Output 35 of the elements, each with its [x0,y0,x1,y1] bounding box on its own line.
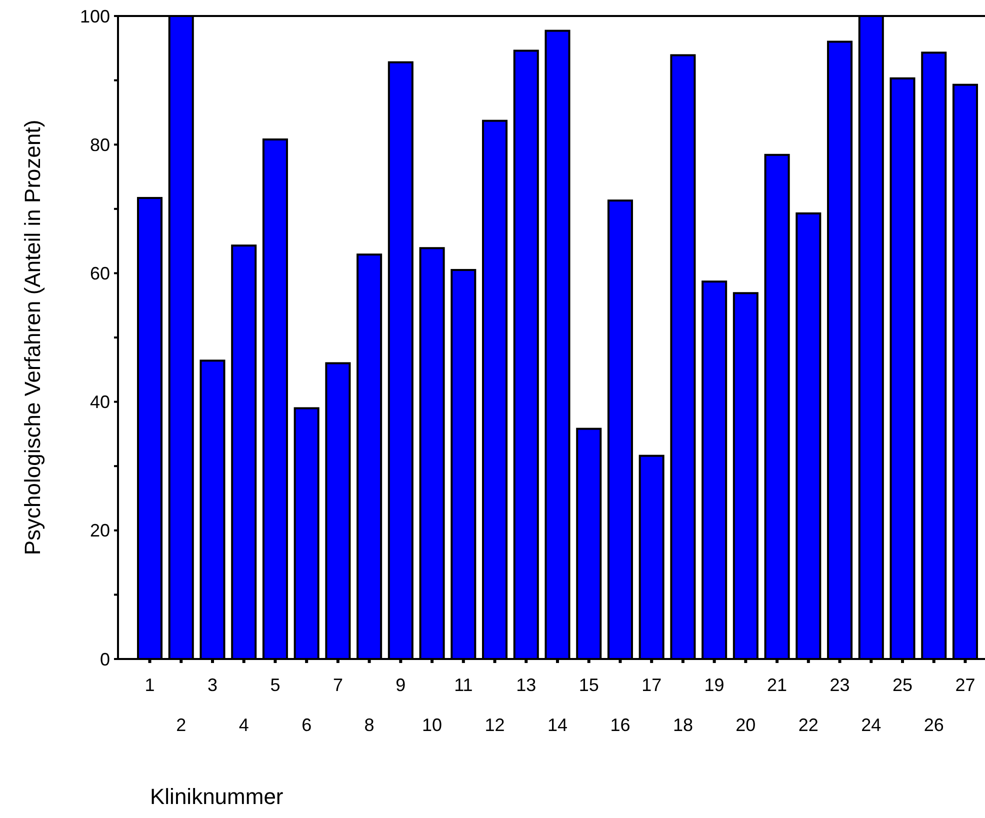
x-tick-label: 3 [207,675,218,695]
x-tick-label: 25 [892,675,913,695]
y-tick-label: 40 [90,392,110,412]
x-tick-label: 10 [422,715,442,735]
y-tick-label: 100 [80,6,110,26]
y-tick-label: 60 [90,264,110,284]
x-tick-label: 1 [144,675,155,695]
x-tick-label: 15 [578,675,599,695]
x-tick-label: 14 [547,715,568,735]
x-tick-label: 6 [302,715,312,735]
x-tick-label: 12 [484,715,505,735]
y-tick-label: 0 [100,649,110,670]
x-tick-label: 2 [176,715,186,735]
x-tick-label: 19 [704,675,724,695]
y-axis-title: Psychologische Verfahren (Anteil in Prozent) [20,120,45,556]
x-axis-title: Kliniknummer [150,784,284,809]
x-tick-label: 20 [736,715,756,735]
x-tick-label: 21 [767,675,788,695]
x-tick-label: 23 [830,675,850,695]
x-tick-label: 27 [955,675,976,695]
x-tick-label: 18 [672,715,693,735]
x-tick-label: 9 [396,675,406,695]
x-tick-label: 4 [238,715,249,735]
x-tick-label: 24 [861,715,882,735]
x-tick-label: 5 [270,675,280,695]
x-tick-label: 17 [642,675,662,695]
x-tick-label: 13 [516,675,536,695]
x-tick-label: 16 [610,715,630,735]
x-tick-label: 8 [364,715,374,735]
x-tick-label: 7 [332,675,343,695]
x-tick-label: 22 [798,715,818,735]
x-tick-label: 26 [924,715,944,735]
x-tick-label: 11 [454,675,473,695]
y-tick-label: 80 [90,134,110,155]
y-tick-label: 20 [90,520,110,541]
